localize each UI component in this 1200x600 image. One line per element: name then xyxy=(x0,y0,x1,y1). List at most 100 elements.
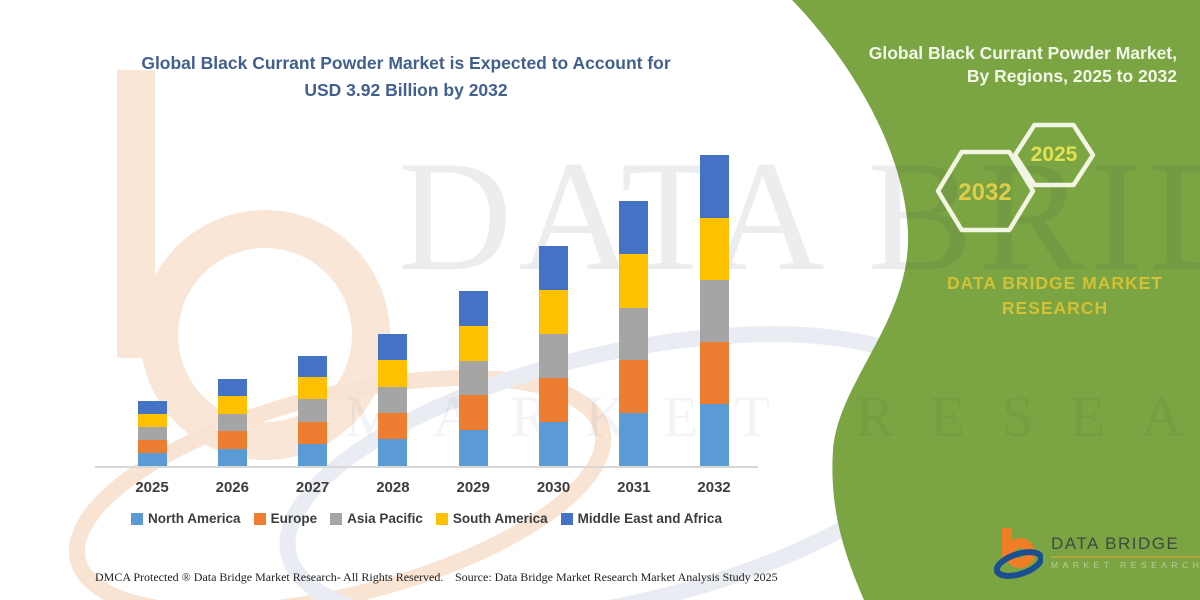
bar-segment-asia-pacific xyxy=(458,360,488,396)
logo-swoosh xyxy=(993,549,1043,579)
chart-title-line1: Global Black Currant Powder Market is Ex… xyxy=(141,53,671,73)
bar-segment-south-america xyxy=(619,254,649,308)
bar-segment-asia-pacific xyxy=(619,307,649,360)
bar-segment-europe xyxy=(539,378,568,422)
x-axis-label-2025: 2025 xyxy=(135,479,169,496)
bar-segment-asia-pacific xyxy=(217,413,247,432)
legend-swatch-icon xyxy=(435,512,448,525)
bar-2031 xyxy=(619,201,649,466)
bar-segment-europe xyxy=(378,412,408,439)
bar-segment-middle-east-and-africa xyxy=(298,355,328,378)
x-axis-label-2031: 2031 xyxy=(617,479,651,496)
company-logo-subtitle: MARKET RESEARCH xyxy=(1051,559,1200,570)
bar-segment-north-america xyxy=(137,452,167,466)
bar-segment-south-america xyxy=(699,217,729,281)
bar-segment-middle-east-and-africa xyxy=(458,290,488,326)
bar-segment-europe xyxy=(298,421,328,444)
legend-item-north-america: North America xyxy=(131,511,241,526)
bar-2030 xyxy=(539,246,568,466)
side-panel-heading-line2: By Regions, 2025 to 2032 xyxy=(966,66,1177,86)
bar-segment-asia-pacific xyxy=(378,386,408,413)
legend-swatch-icon xyxy=(560,512,573,525)
side-panel-heading: Global Black Currant Powder Market, By R… xyxy=(869,42,1177,88)
chart-title: Global Black Currant Powder Market is Ex… xyxy=(88,50,724,104)
brand-wordmark: DATA BRIDGE MARKET RESEARCH xyxy=(935,271,1175,321)
company-logo-text: DATA BRIDGE MARKET RESEARCH xyxy=(1051,534,1200,570)
x-axis-label-2030: 2030 xyxy=(536,479,571,496)
brand-wordmark-line2: RESEARCH xyxy=(1001,298,1109,318)
watermark-text-line1: DATA BRIDGE xyxy=(398,129,1200,304)
logo-b-stem xyxy=(1002,528,1012,562)
legend-label: Asia Pacific xyxy=(347,511,423,526)
bar-2028 xyxy=(378,334,408,466)
bar-segment-europe xyxy=(137,439,167,453)
legend-swatch-icon xyxy=(131,512,144,525)
bar-segment-europe xyxy=(619,359,649,413)
bar-segment-north-america xyxy=(378,439,408,466)
bar-segment-asia-pacific xyxy=(298,399,328,422)
legend-label: South America xyxy=(452,511,548,526)
bar-segment-asia-pacific xyxy=(699,280,729,343)
footer-source-text: Source: Data Bridge Market Research Mark… xyxy=(455,570,778,584)
legend-swatch-icon xyxy=(253,512,266,525)
bar-segment-north-america xyxy=(619,412,649,466)
side-panel-shape xyxy=(792,0,1200,600)
bar-segment-asia-pacific xyxy=(539,334,568,379)
company-logo-underline xyxy=(1051,556,1200,558)
footer-dmca-text: DMCA Protected ® Data Bridge Market Rese… xyxy=(95,570,444,584)
x-axis-label-2029: 2029 xyxy=(456,479,490,496)
legend-swatch-icon xyxy=(330,512,343,525)
legend-label: North America xyxy=(148,511,241,526)
bar-segment-middle-east-and-africa xyxy=(539,246,568,291)
bar-segment-south-america xyxy=(458,325,488,361)
x-axis-label-2026: 2026 xyxy=(215,479,249,496)
legend-item-asia-pacific: Asia Pacific xyxy=(330,511,423,526)
bar-segment-middle-east-and-africa xyxy=(619,201,649,255)
legend-label: Europe xyxy=(270,511,318,526)
bar-segment-middle-east-and-africa xyxy=(217,379,247,397)
bar-segment-north-america xyxy=(539,421,568,466)
bar-2027 xyxy=(298,355,328,466)
company-logo-name: DATA BRIDGE xyxy=(1051,534,1180,554)
legend-item-middle-east-and-africa: Middle East and Africa xyxy=(560,511,722,526)
legend-item-europe: Europe xyxy=(253,511,318,526)
side-panel-heading-line1: Global Black Currant Powder Market, xyxy=(868,43,1177,63)
bar-2032 xyxy=(699,155,729,466)
company-logo-icon xyxy=(993,528,1043,579)
legend-item-south-america: South America xyxy=(435,511,548,526)
bar-segment-north-america xyxy=(298,443,328,466)
chart-title-line2: USD 3.92 Billion by 2032 xyxy=(304,80,508,100)
bar-segment-south-america xyxy=(217,396,247,414)
hexagon-2025 xyxy=(1012,122,1096,188)
bar-segment-north-america xyxy=(458,430,488,466)
x-axis-label-2028: 2028 xyxy=(376,479,410,496)
bar-segment-middle-east-and-africa xyxy=(699,155,729,218)
hexagon-2032 xyxy=(935,149,1036,233)
watermark-b-bowl xyxy=(140,210,390,460)
bar-2029 xyxy=(458,290,488,466)
chart-legend: North America Europe Asia Pacific South Ame… xyxy=(95,511,758,526)
bar-segment-south-america xyxy=(137,413,167,428)
legend-label: Middle East and Africa xyxy=(577,511,722,526)
bar-2025 xyxy=(137,400,167,466)
bar-segment-north-america xyxy=(699,404,729,466)
bar-segment-middle-east-and-africa xyxy=(378,334,408,361)
bar-segment-middle-east-and-africa xyxy=(137,400,167,414)
x-axis-label-2032: 2032 xyxy=(697,479,731,496)
bar-segment-europe xyxy=(699,342,729,405)
hexagon-year-2032: 2032 xyxy=(958,179,1012,206)
hexagon-year-2025: 2025 xyxy=(1030,143,1078,166)
company-logo: DATA BRIDGE MARKET RESEARCH xyxy=(993,524,1200,580)
bar-segment-europe xyxy=(217,431,247,449)
bar-segment-north-america xyxy=(217,448,247,466)
x-axis-line xyxy=(95,466,758,468)
bar-segment-south-america xyxy=(378,360,408,387)
hexagon-badges xyxy=(935,122,1096,233)
bar-segment-south-america xyxy=(298,377,328,400)
x-axis-label-2027: 2027 xyxy=(295,479,330,496)
bar-segment-asia-pacific xyxy=(137,427,167,440)
brand-wordmark-line1: DATA BRIDGE MARKET xyxy=(947,273,1163,293)
bar-segment-south-america xyxy=(539,290,568,335)
